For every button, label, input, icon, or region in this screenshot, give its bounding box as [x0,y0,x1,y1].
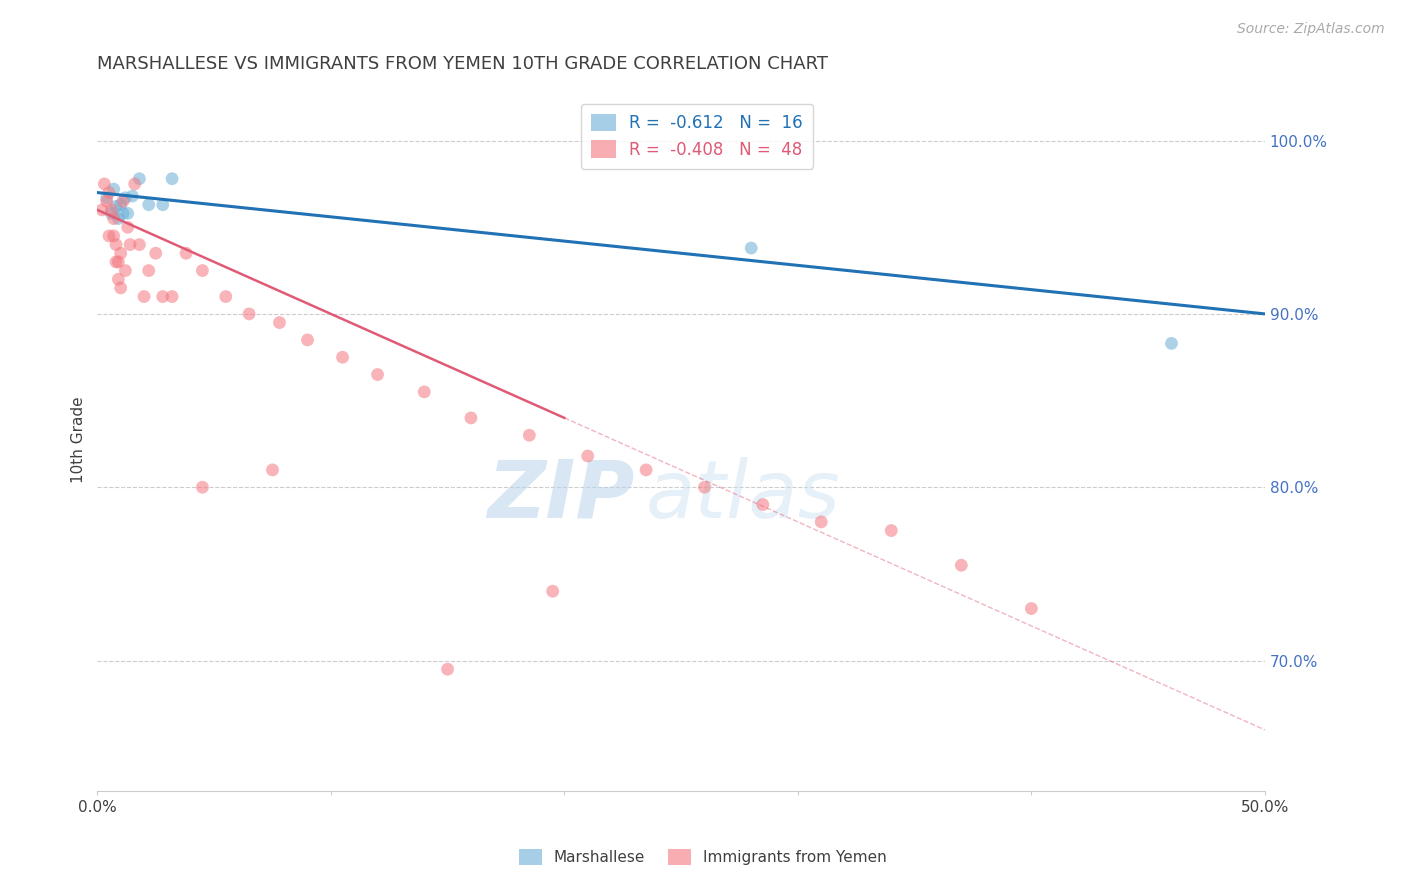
Point [262,463,284,477]
Point [114,191,136,205]
Point [107,211,129,226]
Point [100,202,122,217]
Text: ZIP: ZIP [486,457,634,534]
Point [124,177,146,191]
Point [96,191,118,205]
Point [367,368,389,382]
Point [160,171,183,186]
Point [460,410,482,425]
Point [110,246,132,260]
Point [96,194,118,209]
Point [636,463,658,477]
Point [112,194,135,209]
Point [160,289,183,303]
Point [107,272,129,286]
Point [413,384,436,399]
Point [118,237,141,252]
Point [117,220,139,235]
Text: Source: ZipAtlas.com: Source: ZipAtlas.com [1237,22,1385,37]
Point [112,206,135,220]
Point [332,350,354,364]
Point [117,206,139,220]
Point [174,246,197,260]
Point [100,206,122,220]
Point [152,197,174,211]
Point [93,177,115,191]
Point [91,202,114,217]
Point [103,182,125,196]
Point [215,289,238,303]
Point [132,289,155,303]
Legend: R =  -0.612   N =  16, R =  -0.408   N =  48: R = -0.612 N = 16, R = -0.408 N = 48 [581,104,813,169]
Text: MARSHALLESE VS IMMIGRANTS FROM YEMEN 10TH GRADE CORRELATION CHART: MARSHALLESE VS IMMIGRANTS FROM YEMEN 10T… [97,55,828,73]
Point [541,584,564,599]
Point [103,211,125,226]
Point [128,237,150,252]
Point [269,316,291,330]
Text: atlas: atlas [647,457,841,534]
Point [238,307,260,321]
Legend: Marshallese, Immigrants from Yemen: Marshallese, Immigrants from Yemen [513,843,893,871]
Point [98,228,121,243]
Point [191,263,214,277]
Point [752,498,775,512]
Point [693,480,716,494]
Point [105,255,128,269]
Point [880,524,903,538]
Point [152,289,174,303]
Point [107,255,129,269]
Point [740,241,762,255]
Point [1021,601,1043,615]
Point [138,197,160,211]
Point [436,662,458,676]
Point [110,197,132,211]
Point [114,263,136,277]
Point [110,281,132,295]
Point [191,480,214,494]
Point [121,189,143,203]
Point [517,428,540,442]
Point [103,228,125,243]
Point [128,171,150,186]
Point [576,449,599,463]
Point [105,237,128,252]
Point [810,515,832,529]
Y-axis label: 10th Grade: 10th Grade [72,396,86,483]
Point [138,263,160,277]
Point [98,186,121,200]
Point [1160,336,1182,351]
Point [950,558,973,573]
Point [297,333,319,347]
Point [145,246,167,260]
Point [105,199,128,213]
